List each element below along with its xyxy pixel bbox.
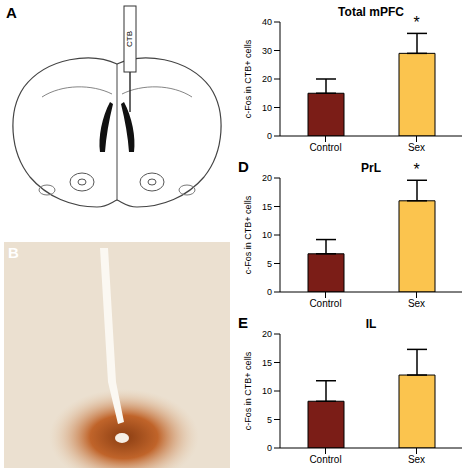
svg-text:30: 30: [262, 46, 272, 56]
svg-text:10: 10: [262, 103, 272, 113]
svg-text:c-Fos in CTB+ cells: c-Fos in CTB+ cells: [243, 39, 253, 118]
svg-text:20: 20: [262, 173, 272, 183]
svg-text:20: 20: [262, 74, 272, 84]
svg-text:Sex: Sex: [408, 454, 425, 465]
svg-text:Control: Control: [309, 454, 341, 465]
svg-text:Control: Control: [309, 142, 341, 153]
html-text:E: E: [238, 314, 248, 331]
svg-text:40: 40: [262, 17, 272, 27]
svg-text:c-Fos in CTB+ cells: c-Fos in CTB+ cells: [243, 195, 253, 274]
svg-text:15: 15: [262, 358, 272, 368]
svg-text:*: *: [413, 161, 419, 178]
svg-text:Sex: Sex: [408, 142, 425, 153]
svg-text:c-Fos in CTB+ cells: c-Fos in CTB+ cells: [243, 351, 253, 430]
svg-text:10: 10: [262, 230, 272, 240]
svg-text:15: 15: [262, 202, 272, 212]
svg-text:Sex: Sex: [408, 298, 425, 309]
html-text:B: B: [8, 244, 19, 261]
svg-text:20: 20: [262, 329, 272, 339]
svg-text:CTB: CTB: [125, 31, 134, 47]
svg-text:*: *: [413, 14, 419, 31]
svg-text:10: 10: [262, 386, 272, 396]
svg-text:0: 0: [267, 443, 272, 453]
svg-text:5: 5: [267, 259, 272, 269]
svg-text:Control: Control: [309, 298, 341, 309]
svg-text:5: 5: [267, 415, 272, 425]
svg-text:0: 0: [267, 287, 272, 297]
svg-text:0: 0: [267, 131, 272, 141]
html-text:A: A: [6, 4, 17, 21]
html-text:Total mPFC: Total mPFC: [338, 5, 404, 19]
html-text:IL: IL: [365, 317, 377, 331]
html-text:D: D: [238, 158, 249, 175]
html-text:PrL: PrL: [361, 161, 381, 175]
